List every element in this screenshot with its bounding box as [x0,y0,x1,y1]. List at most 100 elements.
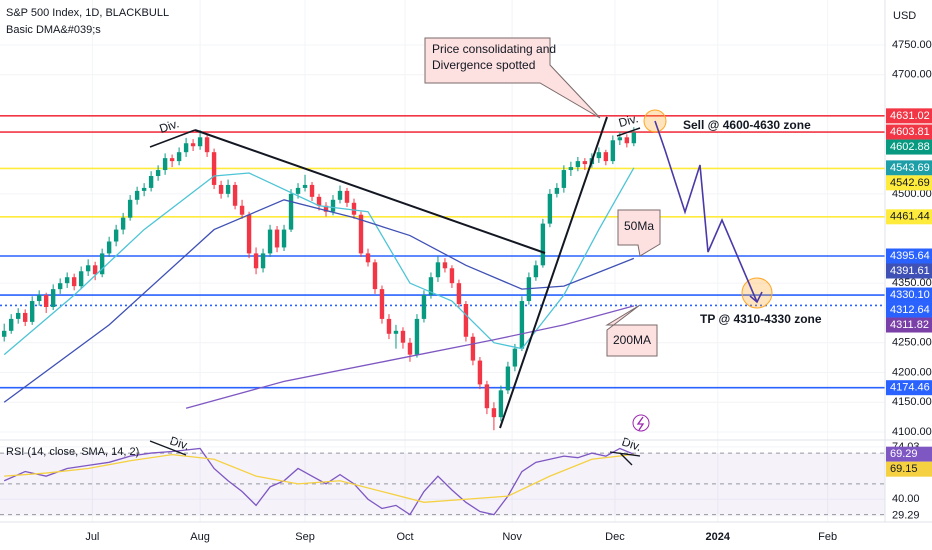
price-badge [886,175,932,191]
price-badge-label: 69.15 [890,463,918,475]
candle-body [421,295,427,319]
candle-body [36,295,42,302]
candle-body [22,312,28,322]
candle-body [624,137,630,144]
x-tick-label: Aug [190,531,210,543]
bands [0,115,885,516]
candle-body [127,199,133,218]
candle-body [554,187,560,194]
candle-body [414,318,420,355]
price-badge-label: 4543.69 [890,162,930,174]
price-badge-label: 4312.64 [890,304,930,316]
candle-body [57,283,63,290]
candle-body [386,318,392,334]
callout-text: Price consolidating and [432,42,556,56]
candle-body [225,184,231,194]
candle-body [148,176,154,188]
ma-line [3,447,635,516]
ma-line [3,167,635,356]
candle-body [631,132,637,144]
annotation: Div. [617,111,640,130]
candle-body [15,312,21,319]
candle-body [358,214,364,254]
tp-marker [741,277,773,309]
price-badge [886,287,932,303]
y-tick-label: 4750.00 [892,39,932,51]
callout [424,37,601,119]
price-badge [886,160,932,176]
y-tick-label: 40.00 [892,493,920,505]
price-badge [886,248,932,264]
price-badge [886,124,932,140]
candle-body [1,330,7,337]
candle-body [155,170,161,176]
price-badge [886,446,932,462]
y-tick-label: 29.29 [892,510,920,522]
candle-body [484,384,490,409]
price-badge [886,461,932,477]
candle-body [498,390,504,418]
price-badge [886,317,932,333]
price-badge-label: 4542.69 [890,177,930,189]
candle-body [106,241,112,254]
x-tick-label: Feb [818,531,837,543]
rsi-title: RSI (14, close, SMA, 14, 2) [6,446,139,458]
price-badge [886,302,932,318]
candle-body [470,336,476,361]
candle-body [120,217,126,230]
y-tick-label: 4200.00 [892,366,932,378]
annotation: Div. [158,116,181,135]
x-tick-label: Dec [605,531,625,543]
candle-body [428,277,434,296]
y-tick-label: 4500.00 [892,188,932,200]
divergence-line [149,129,196,148]
price-badge-label: 4461.44 [890,211,930,223]
axis: 4750.00 4700.00 4500.00 4350.00 4250.00 4200.… [85,39,932,543]
candle-body [211,152,217,185]
price-badge [886,209,932,225]
divergence-line [616,127,641,137]
candle-body [351,202,357,215]
trend-line [194,129,546,254]
chart-title: S&P 500 Index, 1D, BLACKBULL [6,7,169,19]
candle-body [582,161,588,165]
candle-body [183,143,189,153]
currency: USD [893,10,916,22]
candle-body [176,152,182,162]
candle-body [99,253,105,275]
candle-body [547,193,553,224]
candle-body [267,229,273,254]
candle-body [568,167,574,171]
candle-body [519,301,525,349]
candle-body [393,330,399,334]
candle-body [50,289,56,307]
candle-body [190,143,196,147]
candle-body [309,184,315,197]
candle-body [43,295,49,307]
price-badge-label: 4631.02 [890,110,930,122]
tp-label: TP @ 4310-4330 zone [700,312,822,326]
indicator-name: Basic DMA&#039;s [6,24,101,36]
candle-body [435,262,441,278]
price-badge-label: 4391.61 [890,265,930,277]
event-icon [636,416,645,431]
price-badge-label: 4603.81 [890,126,930,138]
y-tick-label: 4700.00 [892,69,932,81]
candle-body [162,158,168,171]
candle-body [302,184,308,188]
candle-body [603,152,609,162]
y-tick-label: 4100.00 [892,426,932,438]
candle-body [344,190,350,203]
candle-body [218,184,224,194]
ma-line [3,199,635,403]
candle-body [477,360,483,385]
candle-body [491,408,497,418]
candle-body [337,190,343,200]
price-badge-label: 4602.88 [890,141,930,153]
candle-body [407,342,413,355]
price-badge-label: 4330.10 [890,289,930,301]
candle-body [316,196,322,206]
candle-body [85,265,91,272]
price-badge [886,380,932,396]
price-badge [886,108,932,124]
